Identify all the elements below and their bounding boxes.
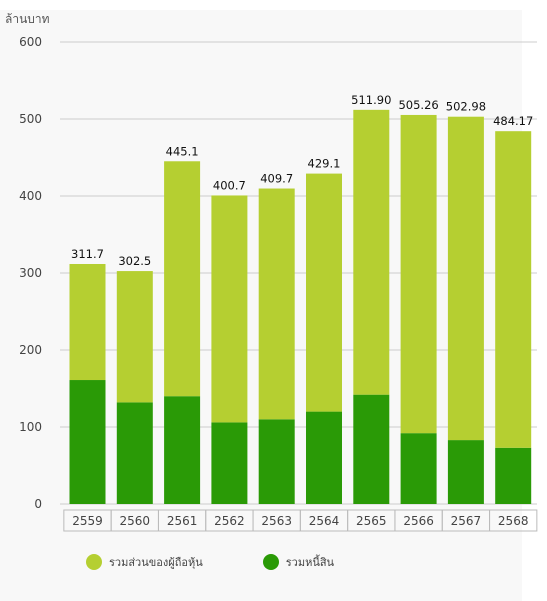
bar-total-label: 511.90 [351,93,391,107]
bar-liabilities [211,422,248,504]
bar-equity [447,116,484,441]
bar-equity [69,263,106,381]
bar-total-label: 505.26 [398,98,438,112]
bar-total-label: 484.17 [493,114,533,128]
legend-item-liabilities: รวมหนี้สิน [262,553,335,571]
bar-equity [353,109,390,395]
bar-liabilities [495,447,532,504]
bar-liabilities [447,440,484,504]
bar-total-label: 400.7 [213,178,246,192]
x-tick-label: 2562 [214,514,245,528]
x-tick-label: 2564 [309,514,340,528]
bar-equity [116,271,153,403]
legend-swatch-liabilities [262,554,279,570]
bar-liabilities [69,380,106,504]
y-tick-label: 300 [19,266,42,280]
x-tick-label: 2561 [167,514,198,528]
bar-equity [400,114,437,434]
bar-liabilities [400,433,437,504]
y-tick-label: 200 [19,343,42,357]
bar-total-label: 429.1 [308,157,341,171]
y-tick-label: 600 [19,35,42,49]
y-tick-label: 400 [19,189,42,203]
bar-total-label: 502.98 [446,100,486,114]
bar-liabilities [353,394,390,504]
x-tick-label: 2567 [451,514,482,528]
legend-label-liabilities: รวมหนี้สิน [285,556,335,569]
x-tick-label: 2568 [498,514,529,528]
x-tick-label: 2560 [120,514,151,528]
y-tick-label: 100 [19,420,42,434]
legend-item-equity: รวมส่วนของผู้ถือหุ้น [86,553,203,571]
bar-liabilities [258,419,295,504]
bar-total-label: 302.5 [118,254,151,268]
y-tick-label: 0 [34,497,42,511]
legend-label-equity: รวมส่วนของผู้ถือหุ้น [109,556,203,569]
x-tick-box [489,509,538,532]
legend: รวมส่วนของผู้ถือหุ้น รวมหนี้สิน [86,553,334,571]
bar-equity [258,188,295,420]
bar-equity [495,131,532,448]
bar-equity [211,195,248,423]
bar-total-label: 445.1 [166,144,199,158]
bar-liabilities [306,411,342,504]
x-tick-label: 2559 [72,514,103,528]
bar-equity [164,161,201,397]
x-tick-label: 2563 [261,514,292,528]
legend-swatch-equity [86,554,102,570]
bar-total-label: 311.7 [71,247,104,261]
x-tick-label: 2565 [356,514,387,528]
bar-liabilities [164,396,201,504]
bar-equity [306,173,342,412]
bar-total-label: 409.7 [260,172,293,186]
x-tick-label: 2566 [403,514,434,528]
y-tick-label: 500 [19,112,42,126]
y-axis-unit-label: ล้านบาท [5,12,50,26]
bar-liabilities [116,402,153,504]
